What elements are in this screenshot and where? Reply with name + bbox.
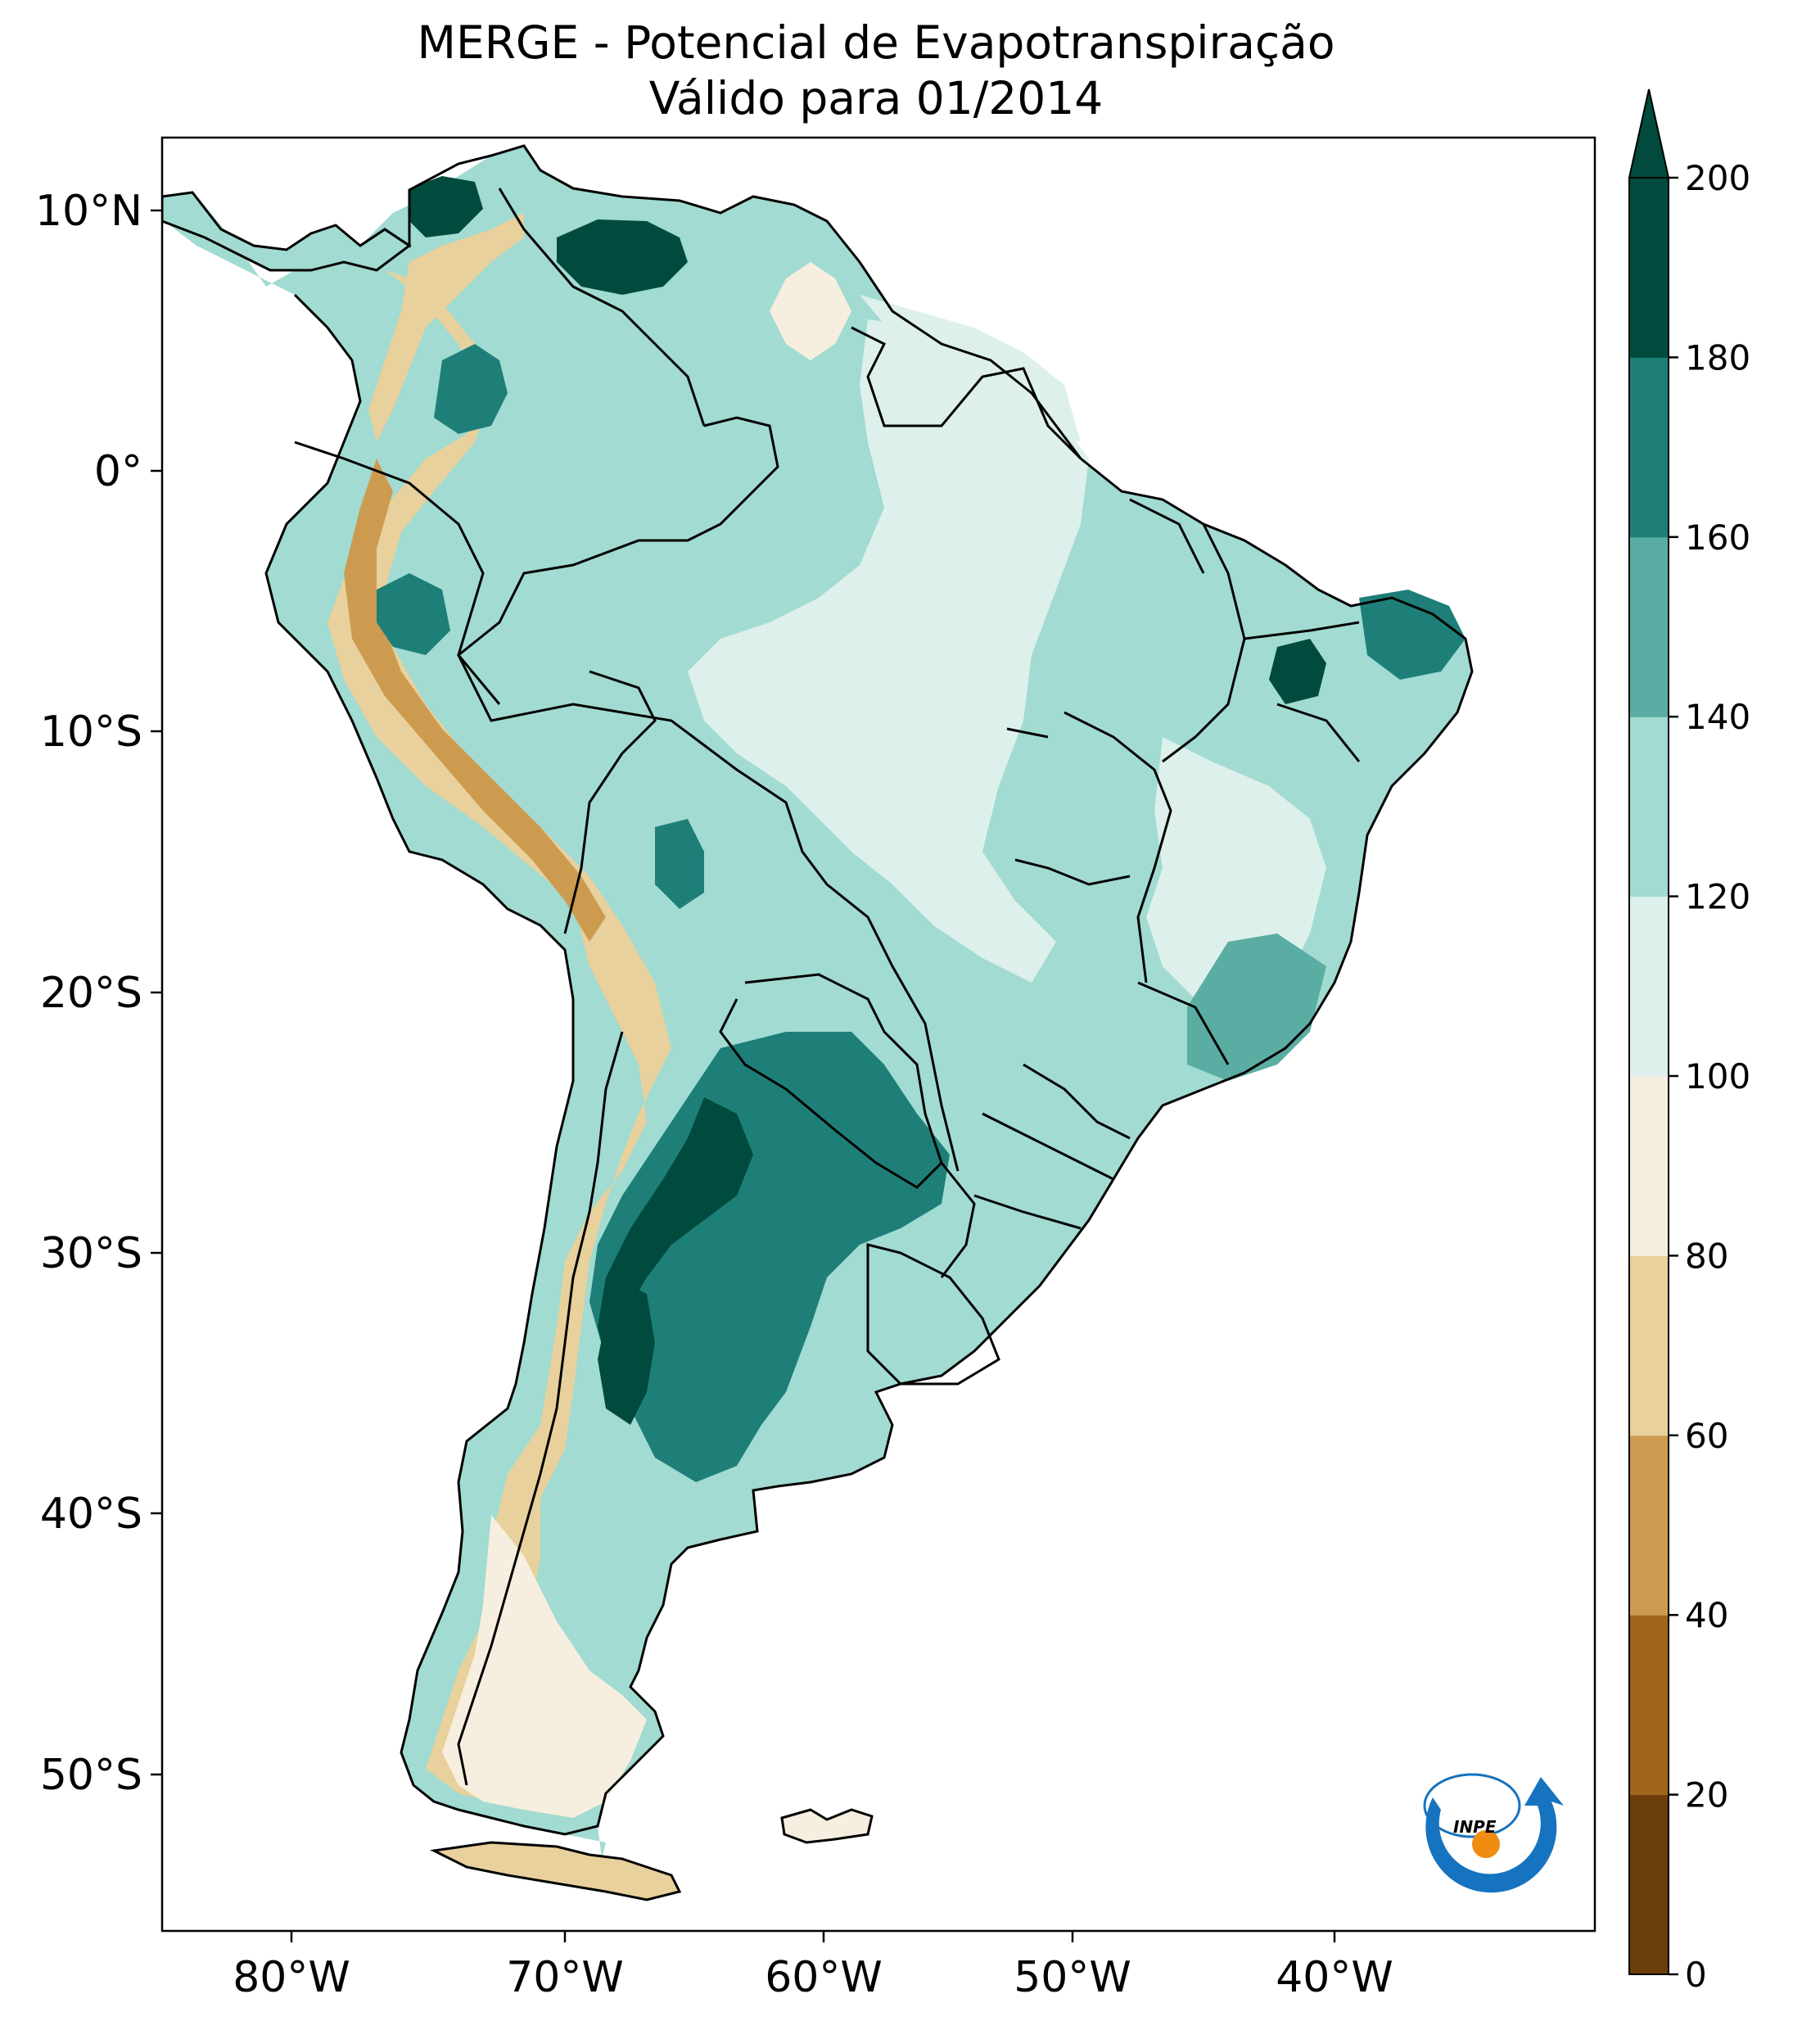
- map-frame: [160, 136, 1596, 1933]
- border-uruguay: [866, 1243, 1000, 1386]
- inpe-logo-sun: [1472, 1830, 1500, 1858]
- guiana-pale: [860, 295, 1081, 442]
- lat-ticks: [151, 209, 162, 1776]
- lon-tick-80w: 80°W: [233, 1953, 350, 2002]
- border-argentina-chile: [457, 1031, 624, 1786]
- tierra-del-fuego: [430, 1841, 682, 1901]
- colorbar-band-60-80: [1629, 1255, 1669, 1436]
- pampas-high: [589, 1032, 950, 1482]
- bolivia-peak: [655, 819, 704, 909]
- colorbar-label-140: 140: [1685, 697, 1750, 737]
- border-argentina-brazil: [940, 1162, 976, 1278]
- colorbar-extend-arrow: [1628, 88, 1670, 179]
- lat-tick-30s: 30°S: [40, 1229, 142, 1278]
- country-borders: [264, 144, 1474, 1836]
- lat-tick-10n: 10°N: [35, 187, 142, 236]
- inpe-logo-orbit: [1423, 1773, 1521, 1838]
- colorbar-ticks: 0 20 40 60 80 100 120 140 160 180 200: [1669, 158, 1750, 1995]
- colorbar-band-20-40: [1629, 1615, 1669, 1796]
- colorbar-band-100-120: [1629, 896, 1669, 1077]
- colombia-coast-peak: [409, 176, 483, 237]
- south-america-landmass: [162, 146, 1472, 1859]
- lon-tick-40w: 40°W: [1276, 1953, 1393, 2002]
- venezuela-dry: [770, 262, 851, 360]
- brazil-ne-coast-peak: [1359, 590, 1465, 680]
- colorbar-band-160-180: [1629, 357, 1669, 538]
- border-colombia-venezuela: [498, 188, 706, 427]
- northern-andes-dry: [368, 213, 524, 442]
- andes-core: [344, 459, 606, 942]
- lat-tick-10s: 10°S: [40, 708, 142, 757]
- patagonia-pale: [442, 1515, 647, 1818]
- colorbar-label-180: 180: [1685, 337, 1750, 378]
- colorbar-label-40: 40: [1685, 1595, 1728, 1635]
- colorbar-band-120-140: [1629, 717, 1669, 897]
- lon-tick-70w: 70°W: [506, 1953, 624, 2002]
- lat-tick-0: 0°: [94, 447, 142, 496]
- inpe-logo-arc: [1425, 1777, 1564, 1893]
- chaco-peak-2: [598, 1277, 655, 1425]
- venezuela-peak: [557, 219, 688, 295]
- colorbar-band-180-200: [1629, 178, 1669, 358]
- brazil-state-borders: [973, 498, 1361, 1230]
- border-guianas: [851, 326, 1082, 460]
- lon-ticks: [290, 1931, 1336, 1942]
- colorbar-label-0: 0: [1685, 1955, 1707, 1995]
- falkland-islands: [780, 1808, 874, 1844]
- southeast-coast-mid: [1187, 934, 1326, 1081]
- colorbar-label-200: 200: [1685, 158, 1750, 198]
- title-line-2: Válido para 01/2014: [648, 72, 1104, 124]
- northeast-peak: [1269, 639, 1326, 704]
- colorbar-band-80-100: [1629, 1076, 1669, 1256]
- colorbar-label-20: 20: [1685, 1775, 1728, 1815]
- colorbar: 0 20 40 60 80 100 120 140 160 180 200: [1628, 88, 1750, 1995]
- lon-tick-50w: 50°W: [1014, 1953, 1131, 2002]
- colorbar-band-140-160: [1629, 536, 1669, 717]
- border-brazil-west: [457, 416, 960, 1172]
- lat-tick-40s: 40°S: [40, 1490, 142, 1539]
- colorbar-band-40-60: [1629, 1435, 1669, 1616]
- colombia-peak: [434, 344, 508, 434]
- colorbar-band-0-20: [1629, 1794, 1669, 1975]
- colorbar-label-80: 80: [1685, 1236, 1728, 1276]
- lat-tick-50s: 50°S: [40, 1751, 142, 1800]
- colorbar-label-60: 60: [1685, 1416, 1728, 1456]
- colorbar-bands: [1628, 177, 1669, 1975]
- central-america: [162, 191, 412, 272]
- inpe-logo-text: INPE: [1453, 1817, 1497, 1837]
- title-line-1: MERGE - Potencial de Evapotranspiração: [417, 16, 1335, 69]
- lon-tick-labels: 80°W 70°W 60°W 50°W 40°W: [233, 1953, 1393, 2002]
- border-bolivia-paraguay: [719, 973, 943, 1189]
- map-content: [162, 144, 1474, 1901]
- colorbar-label-160: 160: [1685, 518, 1750, 558]
- map-title: MERGE - Potencial de Evapotranspiração V…: [160, 15, 1592, 126]
- peru-peak: [377, 573, 450, 655]
- lon-tick-60w: 60°W: [765, 1953, 883, 2002]
- brazil-central-pale: [688, 319, 1089, 983]
- lat-tick-labels: 10°N 0° 10°S 20°S 30°S 40°S 50°S: [35, 187, 142, 1800]
- colorbar-label-100: 100: [1685, 1056, 1750, 1096]
- inpe-logo: INPE: [1423, 1773, 1564, 1893]
- colorbar-label-120: 120: [1685, 877, 1750, 917]
- border-peru-bolivia-chile: [563, 670, 657, 934]
- lat-tick-20s: 20°S: [40, 969, 142, 1018]
